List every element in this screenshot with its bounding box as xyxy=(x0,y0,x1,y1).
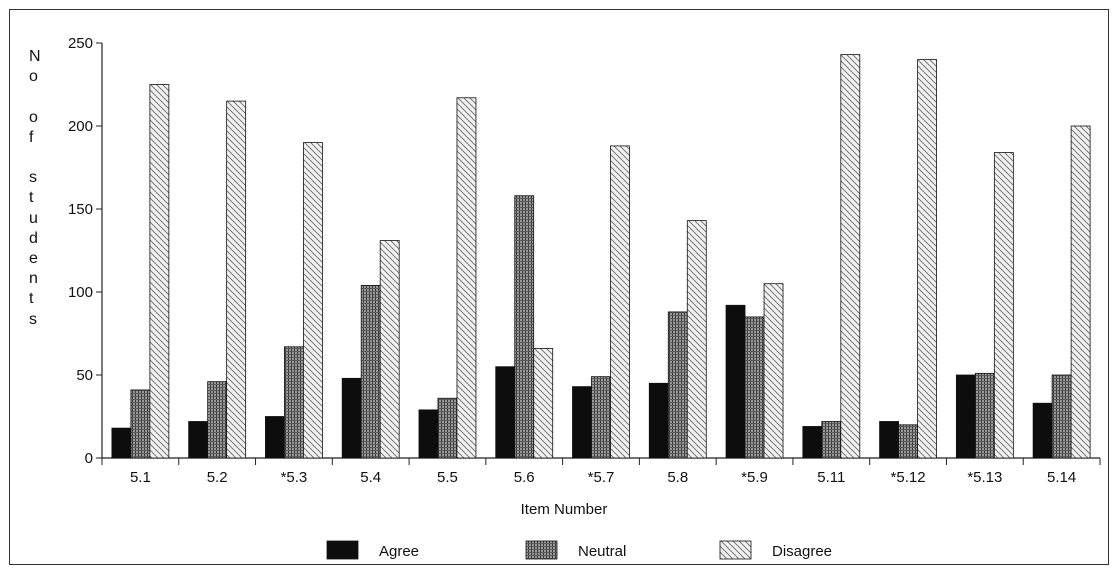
bar-agree xyxy=(726,305,745,458)
bar-disagree xyxy=(841,55,860,458)
legend-swatch-disagree xyxy=(720,541,751,559)
bar-agree xyxy=(496,367,515,458)
bar-neutral xyxy=(822,421,841,458)
bar-neutral xyxy=(361,285,380,458)
legend-label-agree: Agree xyxy=(379,543,419,560)
y-tick-label: 0 xyxy=(85,450,93,467)
bar-disagree xyxy=(457,98,476,458)
x-tick-label: *5.7 xyxy=(588,469,615,486)
bar-disagree xyxy=(534,348,553,458)
x-tick-label: 5.2 xyxy=(207,469,228,486)
x-tick-label: *5.3 xyxy=(281,469,308,486)
bar-neutral xyxy=(284,347,303,458)
bar-disagree xyxy=(687,221,706,458)
bar-neutral xyxy=(975,373,994,458)
bar-agree xyxy=(265,417,284,459)
bar-agree xyxy=(342,378,361,458)
x-tick-label: 5.5 xyxy=(437,469,458,486)
bar-agree xyxy=(803,426,822,458)
y-tick-label: 150 xyxy=(68,201,93,218)
x-axis-label: Item Number xyxy=(521,501,608,518)
x-tick-label: 5.8 xyxy=(667,469,688,486)
bar-agree xyxy=(956,375,975,458)
bar-neutral xyxy=(899,425,918,458)
y-tick-label: 100 xyxy=(68,284,93,301)
bar-agree xyxy=(649,383,668,458)
x-tick-label: *5.13 xyxy=(967,469,1002,486)
bar-neutral xyxy=(745,317,764,458)
bar-disagree xyxy=(764,284,783,458)
bar-neutral xyxy=(1052,375,1071,458)
bar-agree xyxy=(112,428,131,458)
bar-neutral xyxy=(515,196,534,458)
legend-label-disagree: Disagree xyxy=(772,543,832,560)
x-tick-label: 5.1 xyxy=(130,469,151,486)
bar-disagree xyxy=(918,60,937,458)
bar-disagree xyxy=(994,153,1013,458)
legend-swatch-agree xyxy=(327,541,358,559)
y-tick-label: 200 xyxy=(68,118,93,135)
bar-disagree xyxy=(227,101,246,458)
legend-swatch-neutral xyxy=(526,541,557,559)
x-tick-label: *5.12 xyxy=(891,469,926,486)
x-tick-label: *5.9 xyxy=(741,469,768,486)
bar-neutral xyxy=(592,377,611,458)
bar-agree xyxy=(880,421,899,458)
bar-disagree xyxy=(380,241,399,458)
bar-neutral xyxy=(208,382,227,458)
bar-neutral xyxy=(438,398,457,458)
bar-neutral xyxy=(668,312,687,458)
x-tick-label: 5.14 xyxy=(1047,469,1076,486)
bar-disagree xyxy=(303,143,322,458)
x-tick-label: 5.6 xyxy=(514,469,535,486)
bar-neutral xyxy=(131,390,150,458)
bar-agree xyxy=(189,421,208,458)
y-tick-label: 250 xyxy=(68,35,93,52)
bar-disagree xyxy=(611,146,630,458)
x-tick-label: 5.4 xyxy=(360,469,381,486)
y-tick-label: 50 xyxy=(76,367,93,384)
bar-agree xyxy=(573,387,592,458)
x-tick-label: 5.11 xyxy=(817,469,845,486)
bar-disagree xyxy=(150,85,169,459)
legend-label-neutral: Neutral xyxy=(578,543,626,560)
bar-agree xyxy=(1033,403,1052,458)
bar-agree xyxy=(419,410,438,458)
bar-disagree xyxy=(1071,126,1090,458)
